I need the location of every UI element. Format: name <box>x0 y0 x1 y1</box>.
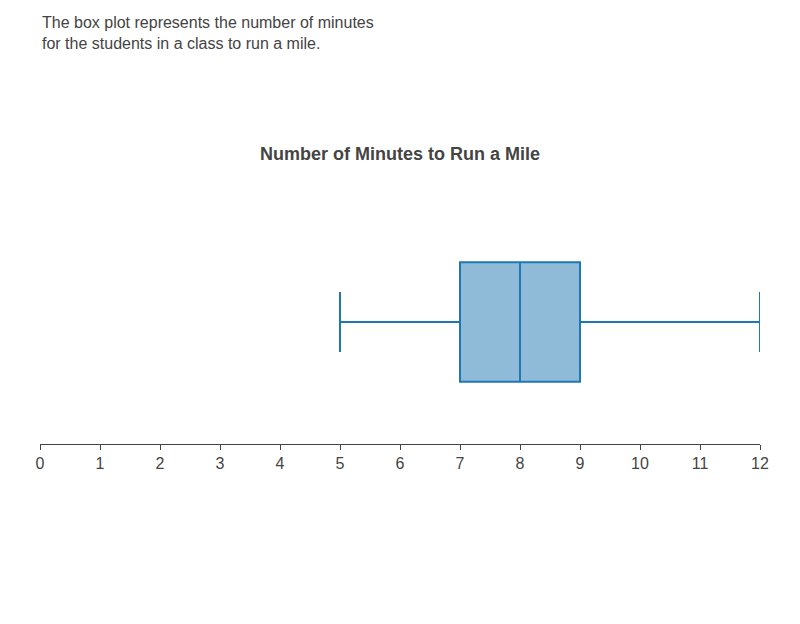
svg-text:12: 12 <box>751 455 769 472</box>
svg-text:3: 3 <box>216 455 225 472</box>
svg-text:7: 7 <box>456 455 465 472</box>
svg-text:10: 10 <box>631 455 649 472</box>
svg-text:4: 4 <box>276 455 285 472</box>
svg-text:The box plot represents the nu: The box plot represents the number of mi… <box>42 14 374 52</box>
svg-text:5: 5 <box>336 455 345 472</box>
svg-text:2: 2 <box>156 455 165 472</box>
svg-text:Number of Minutes to Run a Mil: Number of Minutes to Run a Mile <box>260 144 540 164</box>
svg-text:0: 0 <box>36 455 45 472</box>
svg-text:9: 9 <box>576 455 585 472</box>
svg-text:11: 11 <box>692 455 709 472</box>
svg-text:6: 6 <box>396 455 405 472</box>
svg-text:8: 8 <box>516 455 525 472</box>
svg-text:1: 1 <box>96 455 105 472</box>
